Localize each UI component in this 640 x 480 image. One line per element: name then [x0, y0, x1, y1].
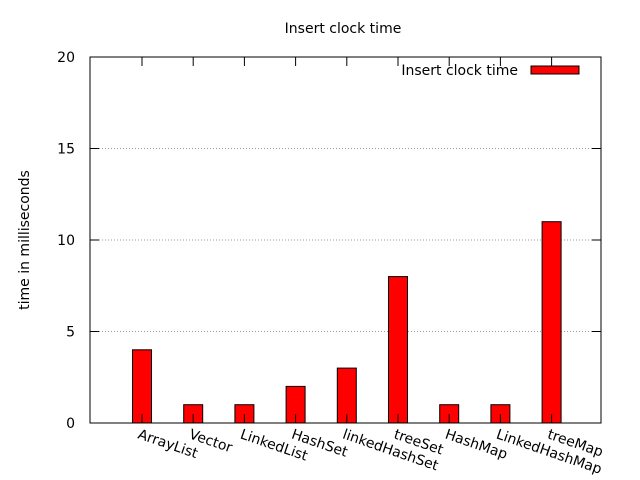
y-tick-label: 15: [57, 142, 75, 158]
bar-treeset: [388, 276, 408, 424]
y-tick-label: 5: [66, 325, 75, 341]
y-tick-label: 10: [57, 233, 75, 249]
y-axis-label: time in milliseconds: [17, 170, 33, 310]
y-tick-label: 0: [66, 416, 75, 432]
bar-arraylist: [132, 349, 152, 424]
legend-swatch: [530, 65, 580, 75]
grid: [90, 148, 601, 332]
y-tick-label: 20: [57, 50, 75, 66]
bars: [132, 221, 562, 424]
legend-label: Insert clock time: [401, 63, 518, 79]
legend: Insert clock time: [401, 63, 580, 79]
y-axis-ticks: 0 5 10 15 20: [57, 50, 601, 432]
chart-title: Insert clock time: [285, 21, 402, 37]
bar-treemap: [541, 221, 562, 424]
